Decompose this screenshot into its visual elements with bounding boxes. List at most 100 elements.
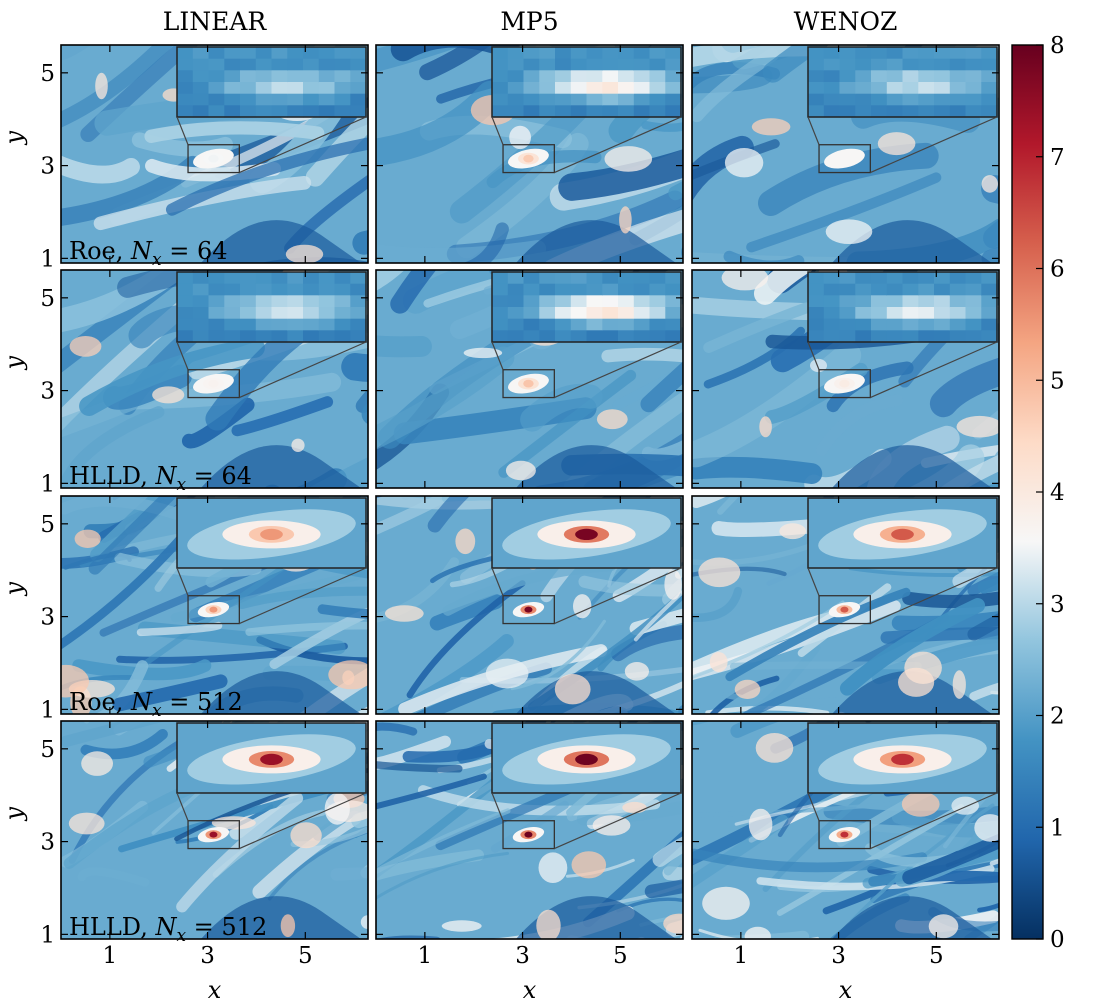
inset-cell — [507, 105, 525, 118]
inset-cell — [255, 47, 273, 60]
inset-cell — [965, 82, 982, 95]
inset-cell — [808, 272, 825, 285]
zoom-connector — [554, 116, 682, 174]
bright-region — [596, 409, 628, 430]
inset-cell — [255, 70, 273, 83]
zoom-inset — [492, 272, 682, 343]
inset-cell — [255, 93, 273, 106]
field-streak — [376, 722, 418, 736]
zoom-inset — [808, 272, 998, 343]
inset-cell — [208, 82, 225, 95]
heatmap-field — [61, 721, 368, 939]
inset-cell — [192, 272, 210, 285]
inset-frame — [807, 271, 998, 343]
field-streak — [376, 808, 511, 875]
inset-cell — [965, 70, 982, 83]
bright-region — [928, 914, 959, 939]
inset-cell — [871, 82, 888, 95]
inset-cell — [570, 330, 588, 343]
inset-cell — [823, 58, 841, 71]
inset-cell — [886, 105, 904, 118]
inset-cell — [823, 283, 841, 296]
x-tick-label: 3 — [515, 943, 530, 969]
inset-cell — [618, 47, 635, 60]
panel-frame — [691, 495, 1000, 715]
field-streak — [725, 587, 911, 682]
inset-cell — [271, 330, 288, 343]
inset-cell — [665, 47, 682, 60]
inset-core — [260, 753, 283, 766]
inset-cell — [240, 318, 257, 331]
inset-cell — [965, 283, 982, 296]
zoom-connector — [239, 567, 367, 625]
inset-cell — [918, 82, 935, 95]
inset-cell — [334, 330, 351, 343]
zoom-connector — [870, 341, 998, 399]
inset-cell — [570, 47, 588, 60]
inset-cell — [318, 105, 336, 118]
inset-cell — [255, 272, 273, 285]
inset-cell — [271, 318, 288, 331]
inset-cell — [949, 318, 967, 331]
inset-cell — [208, 307, 225, 320]
field-streak — [498, 369, 637, 478]
inset-cell — [918, 330, 935, 343]
zoom-rectangle — [818, 820, 871, 850]
field-streak — [663, 849, 683, 876]
field-streak — [945, 838, 999, 868]
bright-region — [810, 358, 827, 373]
field-streak — [981, 245, 999, 263]
field-streak — [989, 858, 999, 866]
inset-cell — [949, 295, 967, 308]
inset-cell — [665, 82, 682, 95]
inset-cell — [255, 58, 273, 71]
bright-region — [981, 175, 998, 193]
inset-cell — [823, 295, 841, 308]
inset-cell — [492, 105, 509, 118]
field-streak — [969, 682, 999, 701]
inset-cell — [602, 47, 619, 60]
inset-cell — [507, 47, 525, 60]
heatmap-field — [61, 45, 368, 263]
heatmap-field — [376, 721, 683, 939]
inset-cell — [350, 58, 367, 71]
inset-cell — [318, 47, 336, 60]
inset-cell — [303, 93, 320, 106]
field-streak — [692, 814, 789, 889]
inset-cell — [871, 47, 888, 60]
inset-cell — [981, 47, 998, 60]
field-streak — [144, 121, 325, 143]
inset-cell — [981, 283, 998, 296]
inset-cell — [240, 82, 257, 95]
inset-cell — [839, 330, 856, 343]
inset-cell — [633, 295, 651, 308]
vortex-core — [524, 831, 533, 838]
inset-cell — [633, 70, 651, 83]
inset-cell — [586, 47, 603, 60]
zoom-inset — [177, 723, 366, 793]
inset-cell — [839, 307, 856, 320]
inset-cell — [839, 47, 856, 60]
panel-label: HLLD, Nx = 64 — [69, 462, 252, 495]
field-streak — [61, 496, 196, 525]
inset-cell — [981, 272, 998, 285]
field-streak — [136, 621, 223, 637]
inset-cell — [208, 47, 225, 60]
inset-cell — [602, 105, 619, 118]
inset-cell — [586, 283, 603, 296]
inset-cell — [539, 330, 556, 343]
inset-cell — [918, 47, 935, 60]
inset-frame — [176, 46, 367, 118]
field-streak — [379, 634, 514, 714]
inset-cell — [177, 318, 194, 331]
field-streak — [753, 270, 814, 305]
field-streak — [231, 396, 334, 437]
inset-cell — [224, 272, 241, 285]
panel — [375, 269, 684, 489]
inset-cell — [855, 58, 872, 71]
inset-cell — [224, 105, 241, 118]
x-tick-label: 3 — [200, 943, 215, 969]
zoom-connector — [554, 792, 682, 850]
inset-cell — [350, 105, 367, 118]
inset-cell — [602, 330, 619, 343]
